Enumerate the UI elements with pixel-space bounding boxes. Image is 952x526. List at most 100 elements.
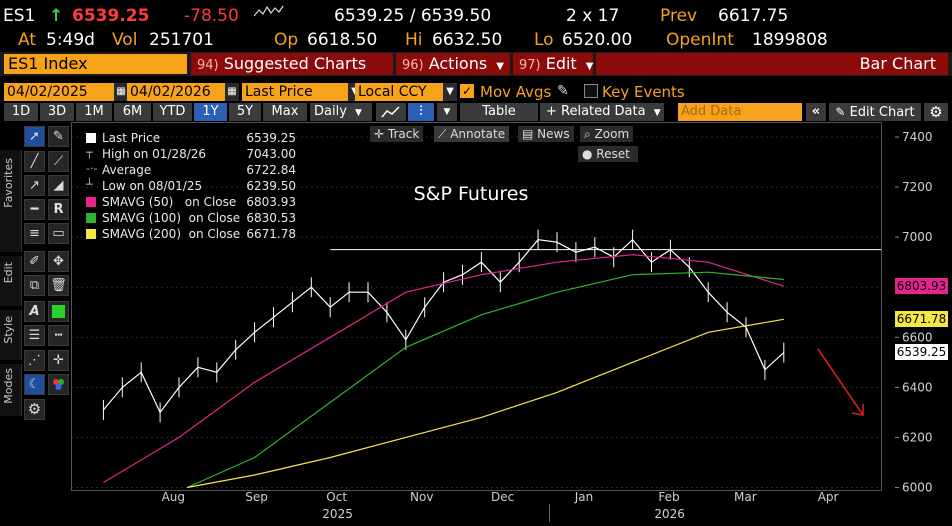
high-marker-icon: ┬ [86,146,93,159]
pointer-plus-icon[interactable]: ✛ [48,350,69,371]
copy-icon[interactable]: ⧉ [24,275,45,296]
chevron-down-icon: ▼ [355,108,362,118]
move-icon[interactable]: ✥ [48,251,69,272]
security-input[interactable]: ES1 Index [4,54,187,74]
legend-row[interactable]: SMAVG (50) on Close 6803.93 [82,194,300,210]
edit-button[interactable]: 97) Edit ▼ [513,53,594,75]
line-style-icon[interactable]: ┅ [48,325,69,346]
legend-swatch [86,197,96,207]
x-tick-label: Sep [245,490,268,504]
series-line-smavg-100-[interactable] [186,271,784,489]
eraser-icon[interactable]: ◢ [48,175,69,196]
series-line-smavg-200-[interactable] [186,318,784,489]
y-tick-label: 6200 [902,430,933,444]
field-select[interactable]: Last Price [242,83,348,101]
key-events-checkbox[interactable] [584,84,598,98]
trash-icon[interactable]: 🗑 [48,275,69,296]
range-button-1d[interactable]: 1D [4,103,38,121]
end-date-input[interactable]: 04/02/2026 [127,83,225,101]
crosshair-icon[interactable]: ⋰ [24,350,45,371]
retracement-icon[interactable]: R [48,199,69,220]
magnet-icon[interactable]: ☾ [24,374,45,395]
palette-icon[interactable] [48,374,69,395]
gear-icon[interactable]: ⚙ [24,399,45,420]
open-interest-value: 1899808 [752,30,828,50]
tab-favorites[interactable]: Favorites [0,150,22,252]
brush-icon[interactable]: ✐ [24,251,45,272]
suggested-num: 94) [197,58,219,73]
actions-button[interactable]: 96) Actions ▼ [396,53,510,75]
suggested-charts-button[interactable]: 94) Suggested Charts [191,53,393,75]
tab-style[interactable]: Style [0,310,22,360]
low-label: Lo [534,30,554,50]
track-button[interactable]: ✛ Track [370,126,424,142]
mov-avgs-label[interactable]: Mov Avgs [480,83,552,101]
chevron-down-icon[interactable]: ▼ [437,103,457,121]
mov-avgs-checkbox[interactable]: ✓ [460,84,474,98]
chart-title: S&P Futures [414,183,529,205]
red-arrow-annotation[interactable] [817,348,864,416]
calendar-icon[interactable]: ▦ [114,83,128,101]
line-weight-icon[interactable]: ☰ [24,325,45,346]
news-button[interactable]: ▤ News [518,126,574,142]
series-line-last-price[interactable] [102,238,785,414]
x-year-label: 2026 [654,507,685,521]
pencil-icon: ✎ [835,105,846,119]
annotate-button[interactable]: ⟋ Annotate [434,126,510,142]
tab-modes[interactable]: Modes [0,364,22,416]
ray-icon[interactable]: ↗ [24,175,45,196]
tab-label: Style [2,316,15,344]
range-button-1y[interactable]: 1Y [194,103,227,121]
rectangle-icon[interactable]: ▭ [48,223,69,244]
range-button-6m[interactable]: 6M [114,103,151,121]
color-swatch-icon[interactable] [48,301,69,322]
legend-row[interactable]: Last Price 6539.25 [82,130,300,146]
currency-select[interactable]: Local CCY [355,83,443,101]
y-tick-label: 6600 [902,330,933,344]
series-line-smavg-50-[interactable] [103,254,784,484]
chevron-down-icon[interactable]: ▼ [443,83,457,101]
zoom-button[interactable]: ⌕ Zoom [580,126,634,142]
zoom-label: Zoom [594,127,630,141]
legend-row[interactable]: SMAVG (200) on Close 6671.78 [82,226,300,242]
tab-edit[interactable]: Edit [0,256,22,306]
table-button[interactable]: Table [460,103,538,121]
trendline-icon[interactable]: ╱ [24,151,45,172]
bar-chart-icon[interactable]: ⫶ [408,103,434,121]
chart-area[interactable]: S&P Futures [71,122,895,526]
range-button-max[interactable]: Max [263,103,307,121]
text-style-icon[interactable]: A [24,301,45,322]
reset-button[interactable]: ● Reset [578,146,638,162]
add-data-input[interactable]: Add Data [678,103,802,121]
legend-value: 6671.78 [246,227,296,241]
open-label: Op [274,30,299,50]
pencil-icon[interactable]: ✎ [557,83,569,99]
track-label: Track [387,127,420,141]
line-draw-icon[interactable]: ⟋ [48,151,69,172]
range-button-1m[interactable]: 1M [76,103,112,121]
calendar-icon[interactable]: ▦ [225,83,239,101]
series-group [102,229,785,489]
key-events-label[interactable]: Key Events [602,83,685,101]
pencil-icon[interactable]: ✎ [48,126,69,147]
legend-row[interactable]: ┴ Low on 08/01/25 6239.50 [82,178,300,194]
edit-chart-button[interactable]: ✎ Edit Chart [829,103,921,121]
prev-label: Prev [660,6,698,26]
range-button-5y[interactable]: 5Y [229,103,261,121]
start-date-input[interactable]: 04/02/2025 [4,83,114,101]
collapse-left-icon[interactable]: « [806,103,826,121]
crosshair-icon: ✛ [374,127,388,141]
range-button-3d[interactable]: 3D [40,103,74,121]
legend-row[interactable]: ┬ High on 01/28/26 7043.00 [82,146,300,162]
legend-row[interactable]: SMAVG (100) on Close 6830.53 [82,210,300,226]
period-select[interactable]: Daily ▼ [310,103,372,121]
related-data-button[interactable]: + Related Data ▼ [540,103,664,121]
legend-name: SMAVG (200) on Close [102,227,241,241]
legend-row[interactable]: -·- Average 6722.84 [82,162,300,178]
line-chart-icon[interactable] [376,103,406,121]
horizontal-line-icon[interactable]: ━ [24,199,45,220]
fibonacci-icon[interactable]: ≡ [24,223,45,244]
range-button-ytd[interactable]: YTD [153,103,192,121]
cursor-icon[interactable]: ➚ [24,126,45,147]
gear-icon[interactable]: ⚙ [924,103,948,121]
